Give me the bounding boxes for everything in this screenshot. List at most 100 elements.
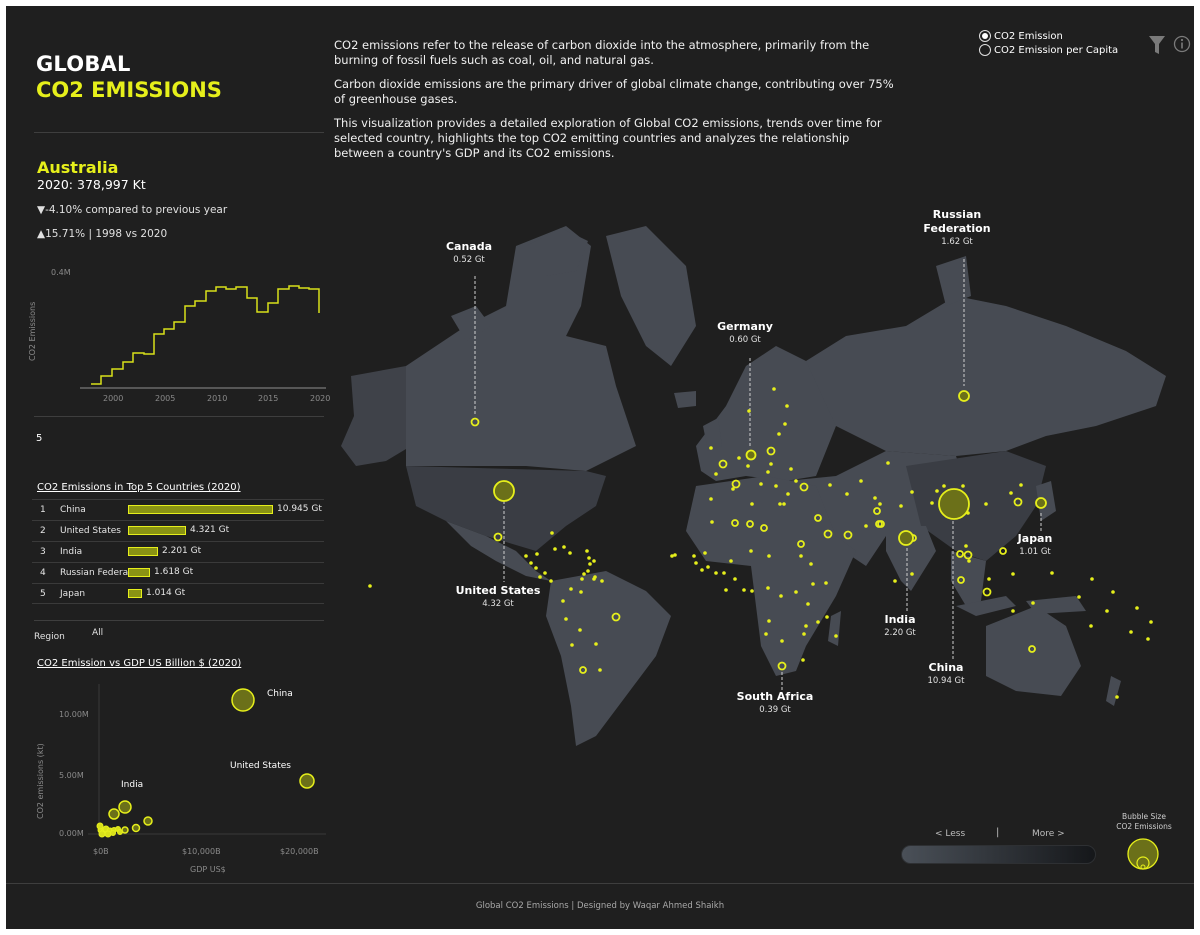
bar: [128, 547, 158, 556]
bubble-size-legend-icon: [1127, 838, 1159, 870]
radio-co2-emission[interactable]: CO2 Emission: [979, 29, 1118, 43]
bar-value: 4.321 Gt: [190, 525, 230, 535]
map-label-canada: Canada 0.52 Gt: [446, 240, 492, 266]
trend-chart[interactable]: 0.4M CO2 Emissions 2000 2005 2010 2015 2…: [26, 261, 330, 416]
title-co2-emissions: CO2 EMISSIONS: [36, 78, 222, 102]
rank: 4: [40, 568, 46, 578]
region-dropdown[interactable]: All: [92, 628, 104, 638]
x-tick-2000: 2000: [103, 394, 124, 403]
scatter-title: CO2 Emission vs GDP US Billion $ (2020): [37, 658, 242, 669]
table-row[interactable]: 3 India 2.201 Gt: [32, 541, 324, 562]
bubble-legend-line1: Bubble Size: [1122, 812, 1166, 821]
scatter-label-us: United States: [230, 761, 291, 771]
selected-country-value: 2020: 378,997 Kt: [37, 177, 146, 192]
map-label-russian-federation: Russian Federation 1.62 Gt: [907, 208, 1007, 248]
table-row[interactable]: 2 United States 4.321 Gt: [32, 520, 324, 541]
bar-value: 1.014 Gt: [146, 588, 186, 598]
period-change: ▲15.71% | 1998 vs 2020: [37, 228, 168, 240]
label-name: Canada: [445, 240, 493, 253]
x-tick-10000b: $10,000B: [182, 847, 221, 856]
label-value: 0.52 Gt: [453, 255, 485, 265]
x-tick-2020: 2020: [310, 394, 331, 403]
map-label-south-africa: South Africa 0.39 Gt: [737, 690, 814, 716]
y-axis-label: CO2 emissions (kt): [36, 743, 45, 819]
map-label-united-states: United States 4.32 Gt: [456, 584, 541, 610]
label-name: United States: [455, 584, 541, 597]
x-axis-label: GDP US$: [190, 865, 226, 874]
label-value: 0.39 Gt: [759, 705, 791, 715]
yoy-change: ▼-4.10% compared to previous year: [37, 204, 228, 216]
map-label-india: India 2.20 Gt: [884, 613, 916, 639]
bubble-size-legend-title: Bubble Size CO2 Emissions: [1114, 812, 1174, 832]
measure-toggle: CO2 Emission CO2 Emission per Capita: [979, 29, 1118, 57]
y-tick-10m: 10.00M: [59, 710, 89, 719]
map-label-japan: Japan 1.01 Gt: [1018, 532, 1053, 558]
label-name: South Africa: [736, 690, 814, 703]
radio-unselected-icon: [979, 44, 991, 56]
divider: [34, 620, 324, 621]
footer-divider: [6, 883, 1194, 884]
table-row[interactable]: 5 Japan 1.014 Gt: [32, 583, 324, 604]
description-paragraph: This visualization provides a detailed e…: [334, 116, 882, 160]
x-tick-2015: 2015: [258, 394, 279, 403]
y-tick-5m: 5.00M: [59, 771, 84, 780]
description: CO2 emissions refer to the release of ca…: [334, 38, 894, 170]
title-global: GLOBAL: [36, 52, 131, 76]
bar-value: 2.201 Gt: [162, 546, 202, 556]
bar-value: 10.945 Gt: [277, 504, 322, 514]
y-tick-0m: 0.00M: [59, 829, 84, 838]
label-value: 1.62 Gt: [941, 237, 973, 247]
label-name: Russian Federation: [923, 208, 991, 235]
label-name: Germany: [717, 320, 773, 333]
label-value: 4.32 Gt: [482, 599, 514, 609]
trend-line: [80, 285, 326, 389]
scatter-label-china: China: [267, 689, 293, 699]
label-value: 1.01 Gt: [1019, 547, 1051, 557]
x-tick-2005: 2005: [155, 394, 176, 403]
dashboard: GLOBAL CO2 EMISSIONS Australia 2020: 378…: [6, 6, 1194, 929]
country-name: United States: [60, 526, 121, 536]
filter-icon[interactable]: [1149, 36, 1165, 54]
rank: 1: [40, 505, 46, 515]
label-name: China: [928, 661, 964, 674]
bubble-legend-line2: CO2 Emissions: [1116, 822, 1172, 831]
x-tick-2010: 2010: [207, 394, 228, 403]
radio-co2-per-capita[interactable]: CO2 Emission per Capita: [979, 43, 1118, 57]
divider: [34, 132, 324, 133]
bar: [128, 568, 150, 577]
label-value: 0.60 Gt: [729, 335, 761, 345]
description-paragraph: Carbon dioxide emissions are the primary…: [334, 77, 894, 106]
country-name: Russian Federat..: [60, 568, 138, 578]
scatter-chart[interactable]: China United States India 10.00M 5.00M 0…: [26, 674, 326, 874]
country-name: Japan: [60, 589, 86, 599]
y-tick-0-4m: 0.4M: [51, 268, 71, 277]
rank: 2: [40, 526, 46, 536]
scatter-label-india: India: [121, 780, 144, 790]
table-row[interactable]: 1 China 10.945 Gt: [32, 499, 324, 520]
color-legend-bar: [901, 845, 1096, 864]
table-row[interactable]: 4 Russian Federat.. 1.618 Gt: [32, 562, 324, 583]
radio-selected-icon: [979, 30, 991, 42]
divider: [34, 416, 324, 417]
map-label-germany: Germany 0.60 Gt: [717, 320, 773, 346]
label-value: 2.20 Gt: [884, 628, 916, 638]
country-name: India: [60, 547, 83, 557]
country-name: China: [60, 505, 86, 515]
legend-less: < Less: [935, 829, 966, 839]
top-n-parameter[interactable]: 5: [36, 433, 43, 444]
x-tick-20000b: $20,000B: [280, 847, 319, 856]
label-value: 10.94 Gt: [927, 676, 965, 686]
radio-label: CO2 Emission per Capita: [994, 44, 1119, 56]
description-paragraph: CO2 emissions refer to the release of ca…: [334, 38, 870, 67]
label-name: India: [884, 613, 916, 626]
world-map[interactable]: [336, 211, 1194, 751]
bar: [128, 589, 142, 598]
info-icon[interactable]: [1173, 35, 1191, 53]
bar-value: 1.618 Gt: [154, 567, 194, 577]
scatter-plot: [88, 684, 326, 838]
map-label-china: China 10.94 Gt: [928, 661, 965, 687]
bar: [128, 505, 273, 514]
label-name: Japan: [1017, 532, 1053, 545]
bar: [128, 526, 186, 535]
rank: 5: [40, 589, 46, 599]
